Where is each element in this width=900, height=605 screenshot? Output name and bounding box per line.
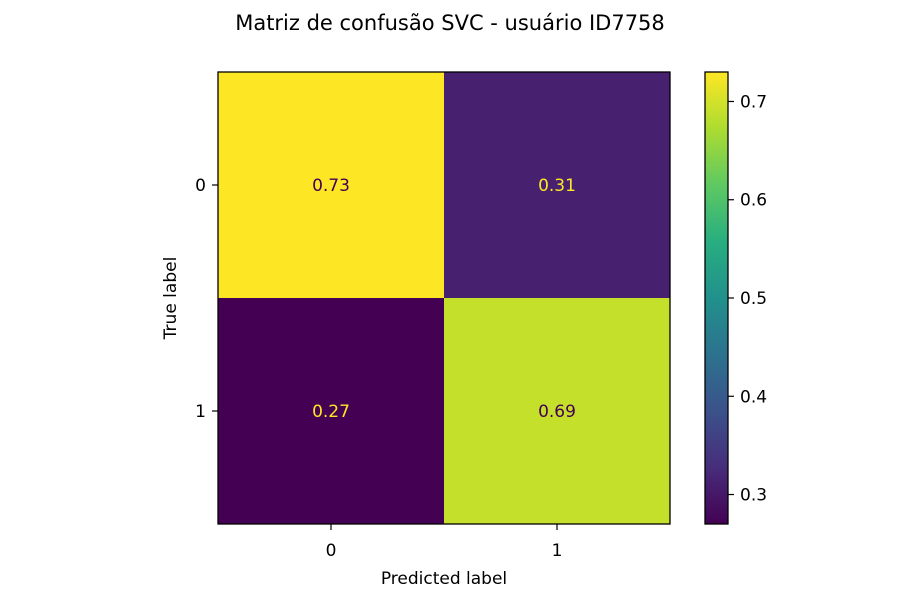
colorbar-tick-label: 0.6: [740, 191, 767, 211]
colorbar: [704, 71, 729, 525]
matrix-cells: [218, 72, 671, 525]
colorbar-tick-label: 0.3: [740, 486, 767, 506]
matrix-cell-1-1: [444, 298, 671, 525]
x-axis-label: Predicted label: [381, 569, 507, 589]
y-axis-ticks: 01: [195, 176, 218, 422]
matrix-cell-labels: 0.73 0.31 0.27 0.69: [312, 176, 576, 422]
colorbar-ticks: 0.3 0.4 0.5 0.6 0.7: [728, 92, 767, 506]
y-tick-label: 1: [195, 402, 206, 422]
colorbar-tick-label: 0.4: [740, 387, 767, 407]
chart-title: Matriz de confusão SVC - usuário ID7758: [235, 11, 665, 35]
x-tick-label: 0: [326, 541, 337, 561]
matrix-cell-0-0: [218, 72, 445, 299]
cell-value-label: 0.27: [312, 402, 350, 422]
y-tick-label: 0: [195, 176, 206, 196]
matrix-frame: [217, 71, 671, 525]
matrix-cell-1-0: [218, 298, 445, 525]
colorbar-tick-label: 0.5: [740, 289, 767, 309]
cell-value-label: 0.73: [312, 176, 350, 196]
matrix-cell-0-1: [444, 72, 671, 299]
y-axis-label: True label: [161, 257, 181, 341]
x-tick-label: 1: [552, 541, 563, 561]
cell-value-label: 0.31: [538, 176, 576, 196]
colorbar-tick-label: 0.7: [740, 92, 767, 112]
cell-value-label: 0.69: [538, 402, 576, 422]
